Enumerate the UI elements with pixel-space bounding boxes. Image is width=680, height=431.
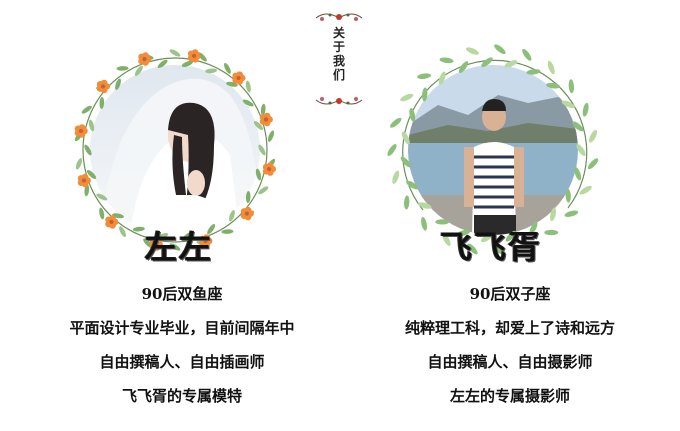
left-profile-line: 平面设计专业毕业，目前间隔年中	[69, 319, 295, 337]
floral-ornament-icon	[315, 13, 363, 105]
left-profile-info: 90后双鱼座 平面设计专业毕业，目前间隔年中 自由撰稿人、自由插画师 飞飞胥的专…	[22, 282, 342, 418]
about-us-badge: 关 于 我 们	[312, 10, 366, 108]
right-portrait	[383, 40, 603, 260]
right-profile-line: 左左的专属摄影师	[449, 387, 570, 405]
left-portrait-photo	[90, 65, 260, 235]
leaf-wreath-icon	[387, 44, 599, 256]
about-us-title: 关 于 我 们	[332, 26, 345, 82]
right-profile-name: 飞飞胥	[440, 228, 543, 266]
floral-wreath-icon	[74, 49, 276, 251]
right-profile-line: 纯粹理工科，却爱上了诗和远方	[404, 319, 615, 337]
left-profile-line: 飞飞胥的专属模特	[121, 387, 242, 405]
left-portrait	[65, 40, 285, 260]
left-profile-line: 90后双鱼座	[141, 285, 223, 303]
right-profile-line: 自由撰稿人、自由摄影师	[427, 353, 593, 371]
left-profile-name: 左左	[145, 228, 214, 266]
left-profile-line: 自由撰稿人、自由插画师	[99, 353, 265, 371]
right-profile-line: 90后双子座	[469, 285, 551, 303]
right-profile-info: 90后双子座 纯粹理工科，却爱上了诗和远方 自由撰稿人、自由摄影师 左左的专属摄…	[350, 282, 670, 418]
